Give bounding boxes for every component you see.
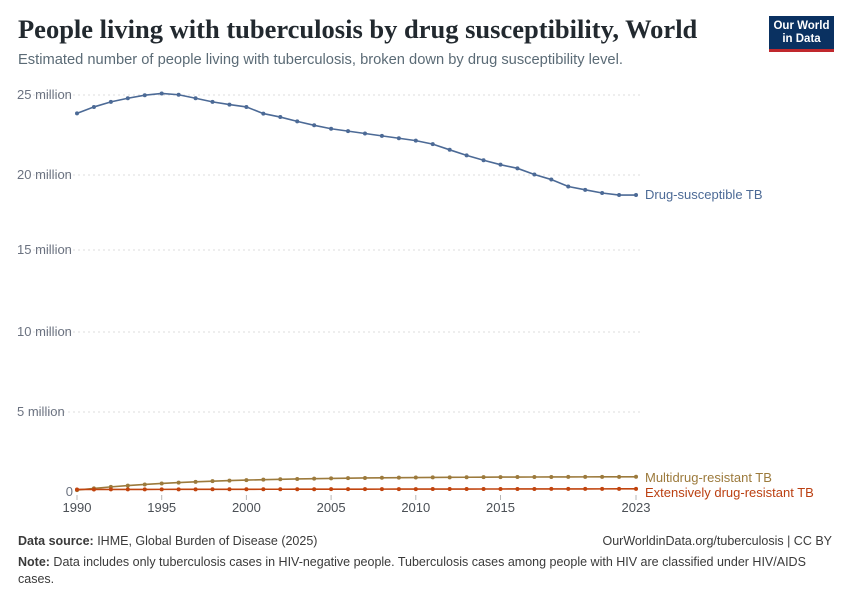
svg-text:2000: 2000 <box>232 500 261 515</box>
svg-text:2015: 2015 <box>486 500 515 515</box>
svg-text:25 million: 25 million <box>17 87 72 102</box>
svg-text:2010: 2010 <box>401 500 430 515</box>
svg-text:20 million: 20 million <box>17 167 72 182</box>
svg-text:15 million: 15 million <box>17 242 72 257</box>
svg-text:Extensively drug-resistant TB: Extensively drug-resistant TB <box>645 485 814 500</box>
svg-text:0: 0 <box>66 484 73 499</box>
svg-text:2023: 2023 <box>622 500 651 515</box>
svg-text:Multidrug-resistant TB: Multidrug-resistant TB <box>645 470 772 485</box>
svg-text:Drug-susceptible TB: Drug-susceptible TB <box>645 187 763 202</box>
svg-text:5 million: 5 million <box>17 404 65 419</box>
svg-text:2005: 2005 <box>317 500 346 515</box>
svg-text:1995: 1995 <box>147 500 176 515</box>
svg-text:1990: 1990 <box>63 500 92 515</box>
svg-text:10 million: 10 million <box>17 324 72 339</box>
